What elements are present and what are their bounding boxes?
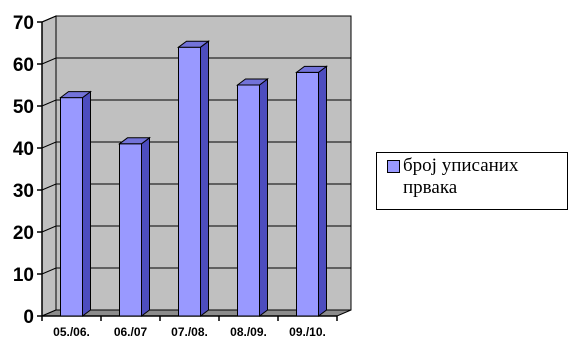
bar-top [295, 65, 328, 73]
bar-top [118, 137, 151, 145]
x-tick-label: 06./07 [114, 325, 148, 339]
bar [118, 136, 151, 317]
bar-top [236, 78, 269, 86]
x-tick-label: 05./06. [53, 325, 90, 339]
bars [59, 40, 328, 317]
legend-swatch [387, 160, 400, 173]
bar [236, 78, 269, 317]
bar [177, 40, 210, 317]
bar-front [296, 71, 319, 317]
y-tick-label: 0 [23, 307, 34, 328]
bar-side [259, 78, 268, 317]
y-tick-label: 10 [13, 265, 34, 286]
x-tick-label: 07./08. [171, 325, 208, 339]
bar-front [178, 46, 201, 317]
y-tick-label: 20 [13, 223, 34, 244]
gridline [41, 15, 351, 23]
legend: број уписаних првака [376, 152, 568, 210]
gridline [41, 57, 351, 65]
bar-top [177, 40, 210, 48]
bar [59, 90, 92, 317]
bar-side [318, 65, 327, 317]
y-tick-label: 60 [13, 55, 34, 76]
bar [295, 65, 328, 317]
y-tick-label: 50 [13, 97, 34, 118]
y-tick-label: 70 [13, 13, 34, 34]
y-tick-label: 30 [13, 181, 34, 202]
y-tick-labels: 0 10 20 30 40 50 60 70 [13, 13, 34, 328]
bar-top [59, 91, 92, 99]
bar-front [237, 84, 260, 317]
x-tick-label: 09./10. [289, 325, 326, 339]
bar-side [141, 136, 150, 317]
x-tick-label: 08./09. [230, 325, 267, 339]
y-tick-label: 40 [13, 139, 34, 160]
x-tick-labels: 05./06. 06./07 07./08. 08./09. 09./10. [53, 325, 326, 339]
legend-label: број уписаних првака [403, 155, 519, 198]
bar-front [60, 97, 83, 317]
bar-side [200, 40, 209, 317]
bar-front [119, 143, 142, 317]
bar-side [82, 90, 91, 317]
